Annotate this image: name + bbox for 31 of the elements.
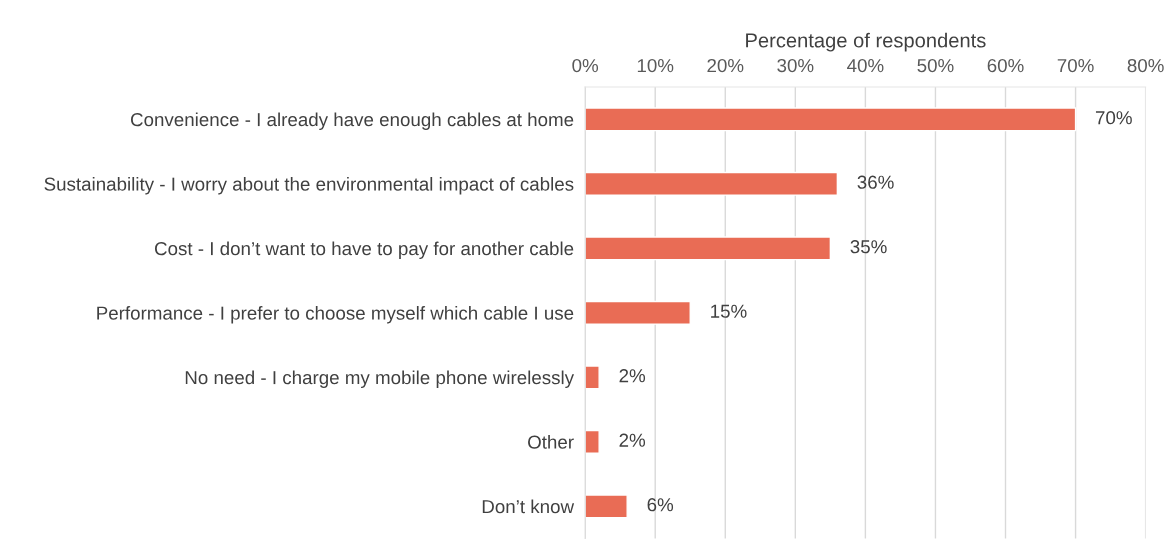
bar (585, 107, 1077, 132)
data-label: 2% (619, 433, 646, 447)
y-tick-label: Convenience - I already have enough cables at home (130, 112, 574, 130)
data-label: 70% (1095, 111, 1132, 125)
y-tick-label: Don’t know (482, 499, 575, 514)
bar (585, 236, 832, 261)
x-tick-label: 70% (1057, 58, 1094, 73)
data-label: 35% (850, 240, 887, 254)
data-label: 6% (647, 498, 674, 512)
y-tick-label: Other (528, 435, 574, 449)
y-tick-label: Performance - I prefer to choose myself which cable I use (97, 306, 574, 324)
y-tick-label: Cost - I don’t want to have to pay for another cable (154, 241, 574, 259)
data-label: 36% (857, 175, 894, 189)
data-label: 15% (711, 304, 747, 318)
y-tick-label: Sustainability - I worry about the environmental impact of cables (44, 177, 574, 195)
x-tick-label: 80% (1127, 58, 1164, 73)
bar (585, 365, 600, 390)
x-axis-title: Percentage of respondents (746, 32, 986, 52)
bar (585, 494, 628, 519)
x-tick-label: 60% (987, 58, 1024, 73)
data-label: 2% (619, 369, 646, 383)
bar (585, 171, 839, 196)
y-tick-label: No need - I charge my mobile phone wirelessly (185, 370, 575, 388)
x-tick-label: 50% (917, 58, 954, 73)
x-tick-label: 10% (637, 58, 674, 73)
bar (585, 300, 691, 325)
bar (585, 429, 600, 454)
x-tick-label: 0% (572, 58, 599, 73)
x-tick-label: 40% (847, 58, 884, 73)
x-tick-label: 30% (777, 58, 814, 73)
x-tick-label: 20% (707, 58, 744, 73)
